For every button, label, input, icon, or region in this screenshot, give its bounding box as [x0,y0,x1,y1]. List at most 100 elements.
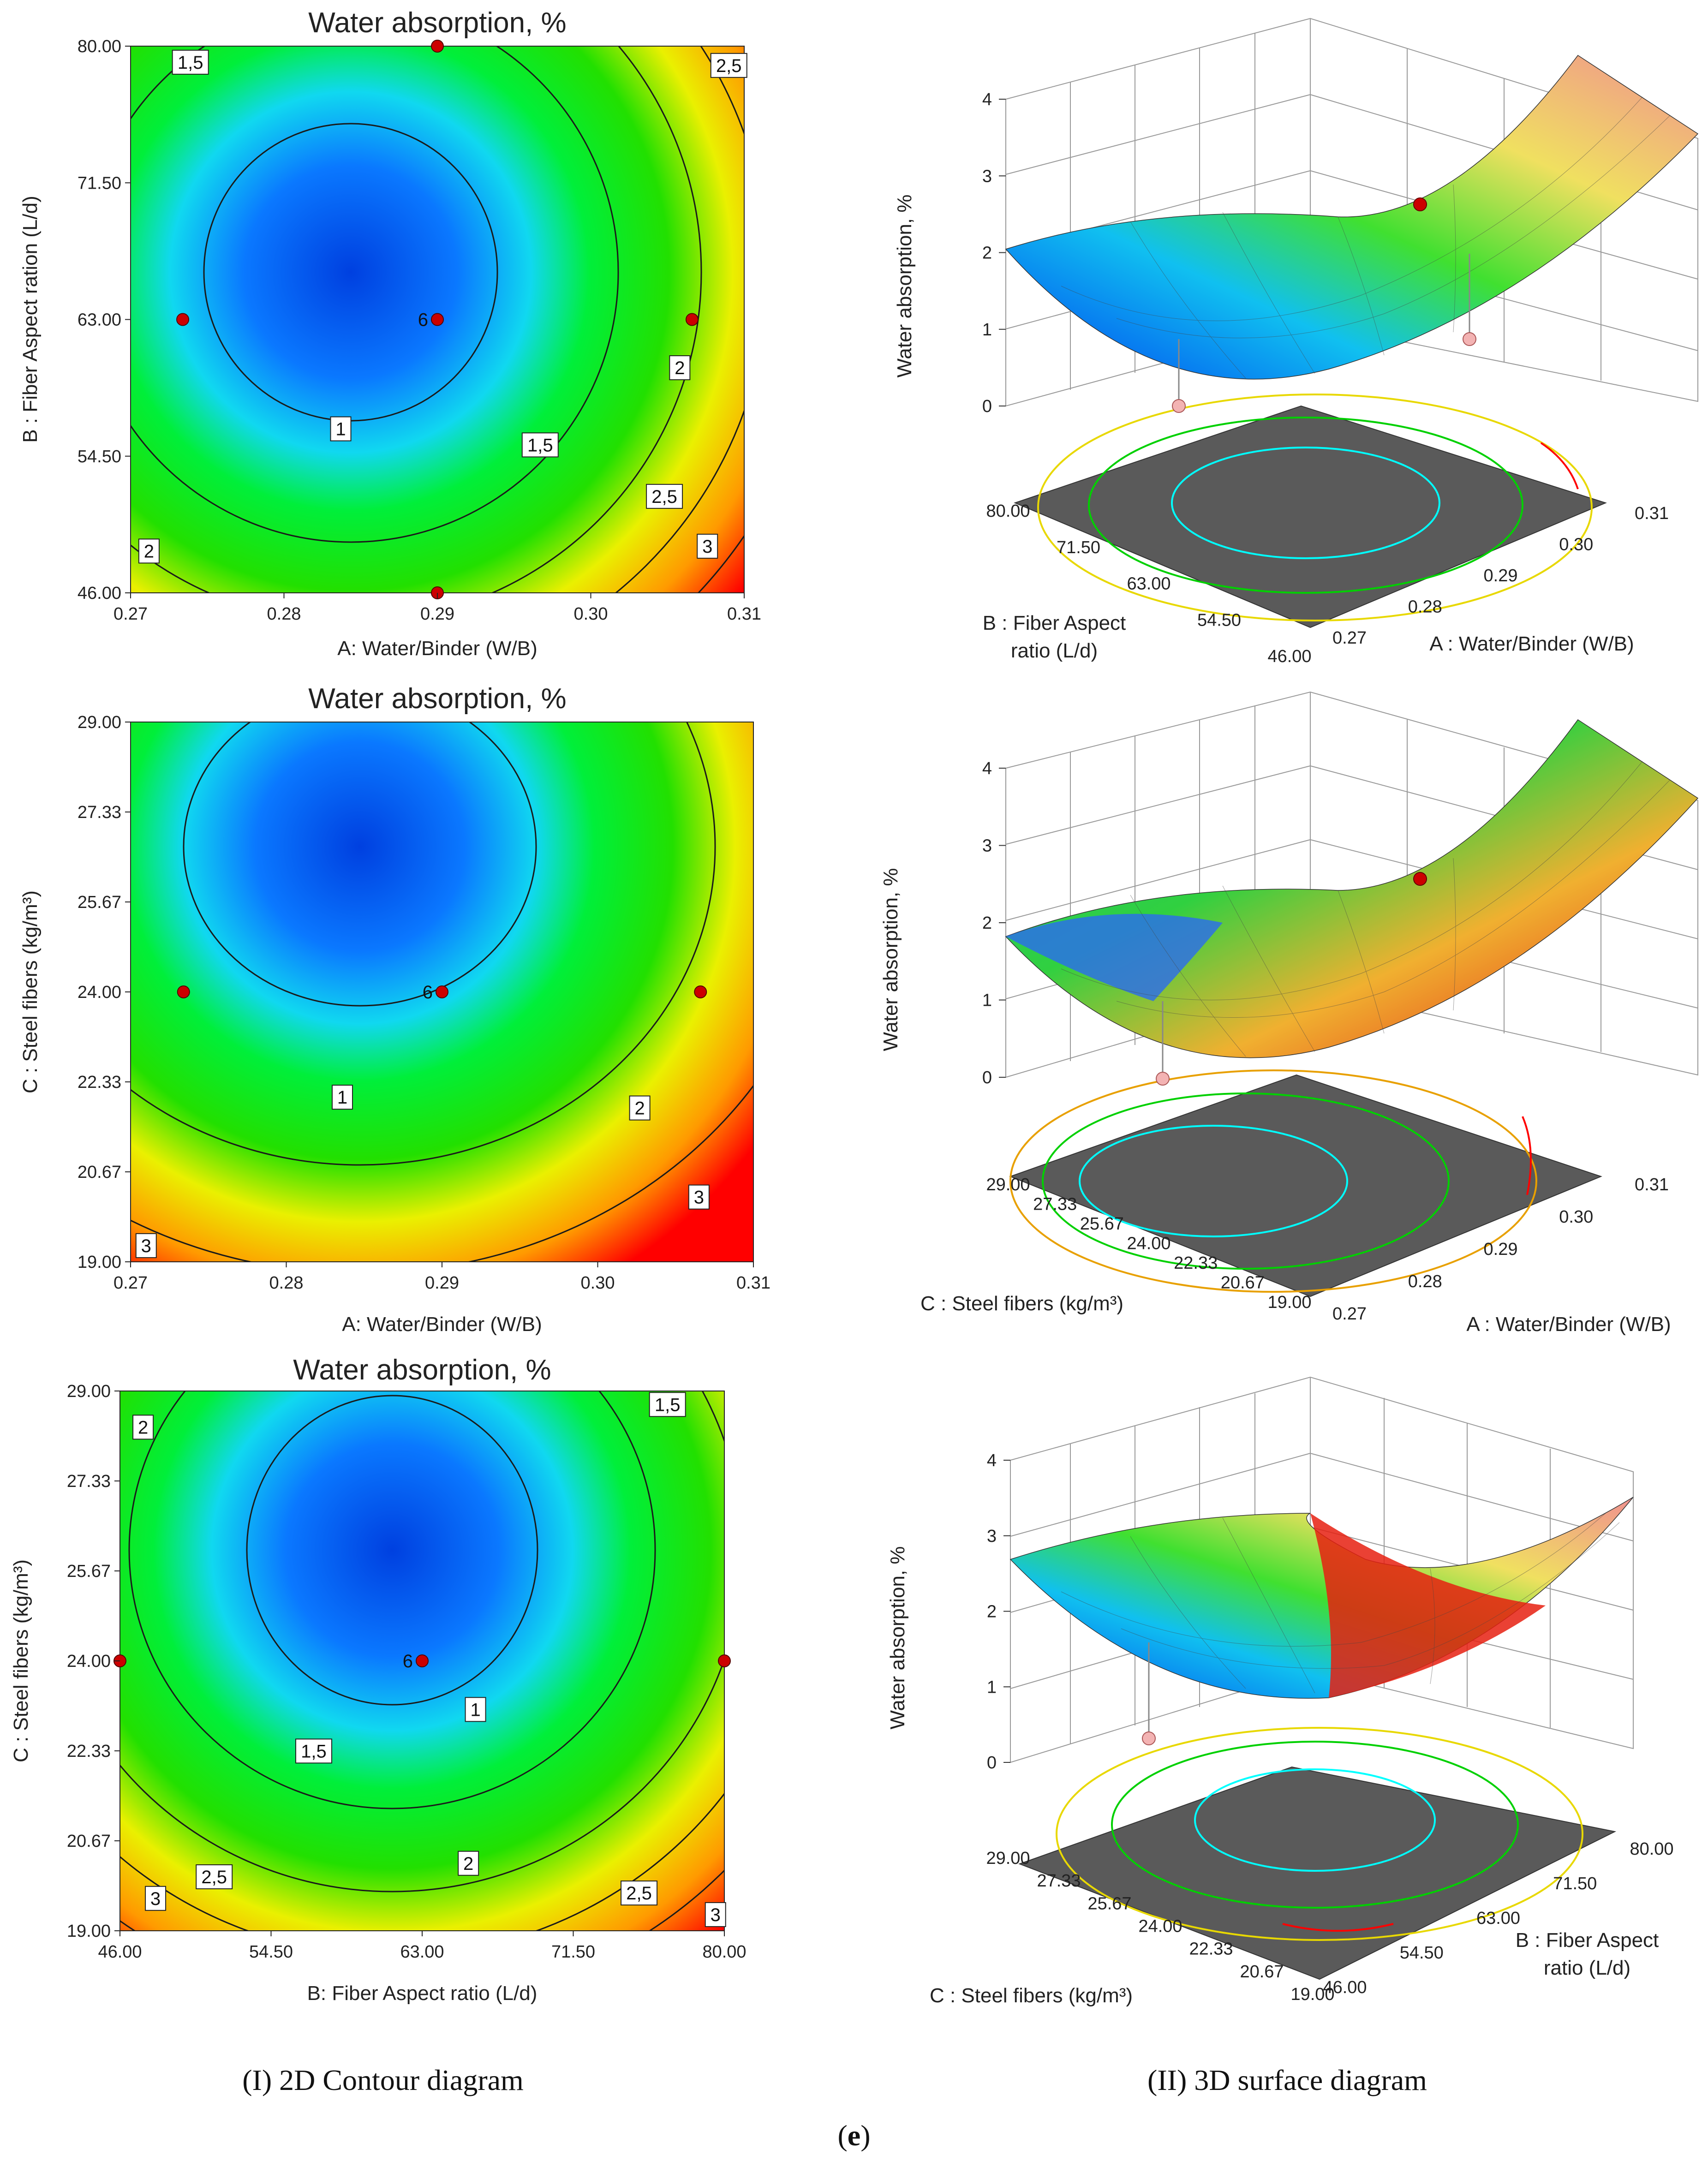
design-point [1413,872,1427,886]
x-tick-label: 0.31 [1635,504,1669,523]
y-tick-label: 71.50 [1057,538,1100,557]
y-tick-label: 25.67 [1080,1214,1124,1234]
z-axis-label: Water absorption, % [886,1546,909,1730]
svg-text:1: 1 [337,1087,347,1108]
design-point [685,313,699,326]
y-tick-label: 19.00 [67,1922,111,1941]
y-tick-label: 25.67 [78,893,121,912]
response-surface [1005,719,1699,1058]
z-tick-label: 3 [982,167,992,186]
contour-lines [131,722,753,1262]
design-points: 6 [177,982,707,1003]
design-point [1156,1072,1170,1086]
y-tick-label: 24.00 [67,1652,111,1671]
contour-label: 1,5 [649,1392,686,1417]
z-tick-label: 0 [982,1068,992,1087]
contour-label: 3 [705,1902,726,1927]
contour-label: 2 [132,1415,154,1440]
x-tick-label: 0.29 [1484,566,1518,585]
x-tick-label: 0.28 [267,604,301,624]
contour-label: 2 [138,538,160,564]
contour-label: 1 [465,1697,486,1722]
floor-contours [1037,394,1593,621]
surface-mesh [1061,96,1671,379]
x-axis-label: B: Fiber Aspect ratio (L/d) [307,1982,537,2005]
x-tick-labels: 0.27 0.28 0.29 0.30 0.31 [1332,1175,1669,1324]
y-axis-label-line2: ratio (L/d) [1011,639,1098,662]
contour-panel-1: Water absorption, % 1,5 2,5 1 1,5 2 2,5 3 2 6 0… [19,7,761,660]
x-tick-label: 63.00 [400,1942,444,1962]
z-tick-labels: 0 1 2 3 4 [982,759,1006,1087]
x-axis-label: A: Water/Binder (W/B) [337,637,537,660]
z-tick-label: 3 [987,1527,997,1546]
x-tick-label: 0.28 [1408,1272,1442,1291]
design-point [718,1654,731,1667]
y-tick-label: 22.33 [1189,1940,1233,1959]
floor-contours [1056,1727,1583,1941]
y-axis-label: C : Steel fibers (kg/m³) [930,1984,1133,2007]
surface-high-region [1310,1513,1546,1698]
z-tick-label: 4 [982,759,992,778]
x-tick-label: 0.29 [425,1273,459,1293]
svg-text:2,5: 2,5 [651,487,677,507]
x-tick-labels: 0.27 0.28 0.29 0.30 0.31 [1332,504,1669,648]
contour-label: 2 [629,1095,651,1121]
x-tick-label: 0.31 [1635,1175,1669,1194]
y-axis-label: B : Fiber Aspect ration (L/d) [19,196,42,443]
y-axis-label: C : Steel fibers (kg/m³) [19,890,42,1093]
svg-text:2: 2 [463,1854,473,1874]
point-count-label: 6 [403,1651,413,1671]
y-tick-label: 24.00 [1138,1917,1182,1936]
svg-text:3: 3 [711,1905,721,1925]
y-tick-label: 29.00 [986,1175,1030,1194]
design-point [177,985,190,998]
x-axis-label: A: Water/Binder (W/B) [342,1313,542,1336]
contour-label: 2,5 [621,1880,658,1906]
y-tick-label: 27.33 [1037,1871,1081,1891]
svg-text:2,5: 2,5 [626,1883,652,1904]
y-tick-label: 46.00 [1267,647,1311,666]
y-tick-label: 80.00 [986,501,1030,521]
surface-panel-3: 0 1 2 3 4 46.00 54.50 63.00 71.50 80.00 19.00 20.… [886,1376,1674,2007]
x-tick-label: 0.30 [1559,535,1593,555]
svg-text:2,5: 2,5 [716,56,742,76]
design-point [416,1654,429,1667]
y-axis-label: C : Steel fibers (kg/m³) [10,1559,32,1762]
x-tick-label: 0.29 [1484,1240,1518,1259]
y-tick-labels: 19.00 20.67 22.33 24.00 25.67 27.33 29.00 [986,1849,1334,2004]
x-tick-labels: 0.27 0.28 0.29 0.30 0.31 [113,593,761,624]
y-tick-label: 29.00 [78,713,121,732]
design-point [1413,197,1427,211]
x-tick-label: 46.00 [98,1942,142,1962]
y-tick-label: 20.67 [1221,1273,1265,1293]
contour-panel-3: Water absorption, % 21,511,522,52,533 6 … [10,1354,747,2005]
y-tick-label: 22.33 [78,1073,121,1092]
y-tick-label: 54.50 [78,447,121,466]
y-axis-label: C : Steel fibers (kg/m³) [920,1292,1123,1315]
y-tick-label: 63.00 [78,310,121,330]
contour-label: 1,5 [521,432,559,458]
x-axis-label-line2: ratio (L/d) [1544,1957,1630,1979]
svg-text:3: 3 [150,1889,161,1909]
svg-text:3: 3 [141,1236,151,1256]
x-tick-label: 0.28 [1408,597,1442,617]
x-tick-label: 0.30 [574,604,608,624]
z-axis-label: Water absorption, % [879,868,902,1051]
y-tick-label: 80.00 [78,37,121,56]
z-tick-label: 4 [982,90,992,109]
z-tick-label: 4 [987,1451,997,1470]
contour-label: 2,5 [196,1864,233,1889]
y-tick-labels: 46.00 54.50 63.00 71.50 80.00 [78,37,131,603]
figure-label: (e) [837,2119,870,2152]
y-tick-label: 46.00 [78,584,121,603]
contour-label: 2,5 [710,53,747,78]
z-tick-label: 1 [987,1677,997,1697]
x-tick-label: 63.00 [1476,1909,1520,1928]
x-tick-label: 71.50 [1553,1874,1597,1893]
y-tick-label: 25.67 [1087,1894,1131,1913]
y-tick-label: 24.00 [78,983,121,1002]
x-tick-label: 0.28 [269,1273,304,1293]
svg-text:1,5: 1,5 [301,1741,327,1761]
svg-text:2: 2 [675,358,685,378]
response-surface [1009,1497,1634,1699]
